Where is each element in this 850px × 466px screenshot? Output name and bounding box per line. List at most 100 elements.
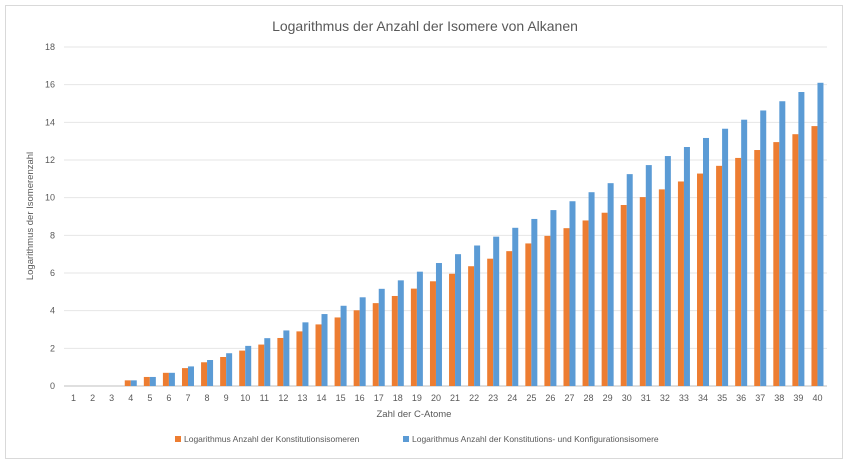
legend-swatch-orange bbox=[175, 436, 181, 442]
bar-constitution bbox=[258, 344, 265, 386]
x-tick-label: 7 bbox=[185, 393, 190, 403]
x-tick-label: 1 bbox=[71, 393, 76, 403]
bar-configuration bbox=[626, 174, 633, 386]
x-tick-label: 19 bbox=[412, 393, 422, 403]
bar-configuration bbox=[455, 254, 462, 386]
bar-constitution bbox=[544, 235, 551, 386]
bar-configuration bbox=[531, 218, 538, 386]
x-tick-label: 13 bbox=[297, 393, 307, 403]
bar-configuration bbox=[130, 380, 137, 386]
bar-constitution bbox=[143, 376, 150, 386]
x-tick-label: 34 bbox=[698, 393, 708, 403]
bar-constitution bbox=[124, 380, 131, 386]
chart-title: Logarithmus der Anzahl der Isomere von A… bbox=[272, 18, 578, 34]
y-tick-label: 2 bbox=[50, 343, 55, 353]
x-tick-label: 24 bbox=[507, 393, 517, 403]
bar-configuration bbox=[264, 338, 271, 386]
bar-configuration bbox=[817, 82, 824, 387]
bar-configuration bbox=[378, 288, 385, 386]
x-tick-label: 33 bbox=[679, 393, 689, 403]
x-tick-label: 22 bbox=[469, 393, 479, 403]
y-tick-label: 4 bbox=[50, 306, 55, 316]
x-tick-label: 40 bbox=[812, 393, 822, 403]
bar-configuration bbox=[512, 227, 519, 386]
x-tick-label: 16 bbox=[355, 393, 365, 403]
bar-constitution bbox=[391, 295, 398, 386]
bar-configuration bbox=[283, 330, 290, 386]
bar-configuration bbox=[245, 345, 252, 386]
x-tick-label: 30 bbox=[622, 393, 632, 403]
bar-configuration bbox=[645, 165, 652, 386]
bar-configuration bbox=[168, 372, 175, 386]
bar-configuration bbox=[226, 353, 233, 386]
y-tick-label: 10 bbox=[45, 193, 55, 203]
x-tick-label: 3 bbox=[109, 393, 114, 403]
bar-constitution bbox=[162, 372, 169, 386]
bar-constitution bbox=[716, 165, 723, 386]
bar-constitution bbox=[353, 310, 360, 386]
x-tick-label: 36 bbox=[736, 393, 746, 403]
x-tick-label: 38 bbox=[774, 393, 784, 403]
bar-constitution bbox=[429, 281, 436, 386]
x-tick-label: 28 bbox=[584, 393, 594, 403]
y-tick-label: 8 bbox=[50, 230, 55, 240]
legend: Logarithmus Anzahl der Konstitutionsisom… bbox=[175, 434, 659, 444]
x-tick-label: 29 bbox=[603, 393, 613, 403]
y-tick-label: 12 bbox=[45, 155, 55, 165]
bar-configuration bbox=[569, 201, 576, 386]
bar-constitution bbox=[735, 157, 742, 386]
bar-configuration bbox=[321, 314, 328, 386]
bar-constitution bbox=[468, 266, 475, 386]
x-tick-label: 5 bbox=[147, 393, 152, 403]
bar-constitution bbox=[658, 189, 665, 386]
y-tick-label: 14 bbox=[45, 117, 55, 127]
x-tick-label: 11 bbox=[260, 393, 269, 403]
x-tick-label: 2 bbox=[90, 393, 95, 403]
bar-constitution bbox=[697, 173, 704, 386]
bar-constitution bbox=[315, 324, 322, 386]
bar-constitution bbox=[181, 368, 188, 386]
bar-constitution bbox=[277, 337, 284, 386]
bar-constitution bbox=[639, 197, 646, 386]
x-tick-label: 18 bbox=[393, 393, 403, 403]
bar-constitution bbox=[220, 356, 227, 386]
bar-configuration bbox=[779, 101, 786, 387]
bar-constitution bbox=[792, 134, 799, 386]
bar-configuration bbox=[550, 210, 557, 386]
x-tick-label: 35 bbox=[717, 393, 727, 403]
y-axis-label: Logarithmus der Isomerenzahl bbox=[25, 152, 36, 280]
x-tick-label: 32 bbox=[660, 393, 670, 403]
legend-label-constitution: Logarithmus Anzahl der Konstitutionsisom… bbox=[184, 434, 360, 444]
x-tick-label: 9 bbox=[224, 393, 229, 403]
bar-configuration bbox=[474, 245, 481, 386]
x-tick-label: 20 bbox=[431, 393, 441, 403]
bar-constitution bbox=[773, 142, 780, 386]
bar-constitution bbox=[601, 212, 608, 386]
bar-configuration bbox=[664, 156, 671, 386]
x-tick-label: 15 bbox=[336, 393, 346, 403]
bar-constitution bbox=[296, 331, 303, 386]
bar-constitution bbox=[506, 251, 513, 386]
bar-configuration bbox=[187, 366, 194, 386]
bar-configuration bbox=[703, 137, 710, 386]
chart-area bbox=[5, 5, 843, 459]
x-tick-label: 10 bbox=[240, 393, 250, 403]
bar-configuration bbox=[207, 360, 214, 386]
bar-constitution bbox=[620, 205, 627, 386]
x-tick-label: 27 bbox=[564, 393, 574, 403]
bar-configuration bbox=[340, 305, 347, 386]
x-tick-label: 31 bbox=[641, 393, 651, 403]
legend-swatch-blue bbox=[403, 436, 409, 442]
bar-configuration bbox=[302, 322, 309, 386]
x-tick-label: 21 bbox=[450, 393, 460, 403]
bar-configuration bbox=[149, 376, 156, 386]
bar-configuration bbox=[607, 183, 614, 386]
bar-configuration bbox=[359, 297, 366, 386]
x-tick-label: 8 bbox=[205, 393, 210, 403]
x-tick-label: 23 bbox=[488, 393, 498, 403]
bar-constitution bbox=[449, 273, 456, 386]
x-tick-label: 26 bbox=[545, 393, 555, 403]
x-tick-label: 14 bbox=[317, 393, 327, 403]
x-tick-label: 4 bbox=[128, 393, 133, 403]
